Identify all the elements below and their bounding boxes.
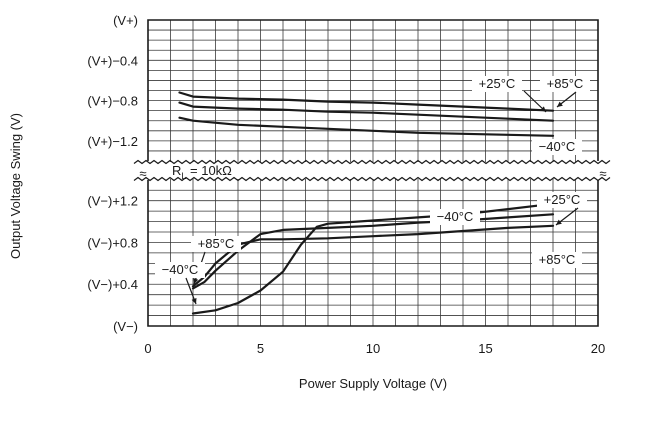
y-tick-labels: (V+) (V+)−0.4 (V+)−0.8 (V+)−1.2 (V−)+1.2 (V−)… [87,13,138,334]
x-tick-labels: 0 5 10 15 20 [144,341,605,356]
series-line-lower-plus85c [191,224,555,288]
y-tick-label: (V+) [113,13,138,28]
annotation-label: +25°C [479,76,516,91]
y-tick-label: (V+)−0.4 [87,53,138,68]
x-tick-label: 10 [366,341,380,356]
plot-frame [147,19,599,327]
y-tick-label: (V−) [113,319,138,334]
annotation-arrowhead [540,106,546,112]
annotation-label: +85°C [198,236,235,251]
break-wave [133,159,611,165]
y-tick-label: (V−)+0.4 [87,277,138,292]
annotation-label: −40°C [162,262,199,277]
annotation-bg [540,76,590,92]
annotation-bg [191,236,241,252]
series-line-upper-plus25c [178,101,555,122]
annotation-bg [472,76,522,92]
annotation-label: +25°C [544,192,581,207]
annotation-arrowhead [557,101,563,107]
condition-subscript: L [181,171,186,181]
series-line-upper-minus40c [178,116,555,137]
x-axis-title: Power Supply Voltage (V) [299,376,447,391]
break-gap [134,162,612,179]
y-tick-label: (V−)+0.8 [87,235,138,250]
load-condition-label: RL = 10kΩ [172,163,232,181]
y-tick-label: (V−)+1.2 [87,194,138,209]
annotation-label: −40°C [539,139,576,154]
annotation-bg [430,209,480,225]
series-annotations: +25°C +85°C −40°C +85°C −40°C −40°C +25°C +85°C [155,76,590,305]
x-tick-label: 20 [591,341,605,356]
annotation-label: +85°C [547,76,584,91]
y-tick-label: (V+)−1.2 [87,134,138,149]
annotation-label: +85°C [539,252,576,267]
series-line-upper-plus85c [178,91,555,112]
break-mark-right: ≈ [599,166,606,181]
annotation-bg [532,139,582,155]
annotation-bg [155,262,205,278]
series-lines [178,91,555,315]
y-axis-title: Output Voltage Swing (V) [8,113,23,259]
frame-lower [147,180,599,327]
x-tick-label: 15 [478,341,492,356]
annotation-arrowhead [556,219,562,225]
axis-break-band: ≈ ≈ [133,159,612,182]
x-tick-label: 0 [144,341,151,356]
x-tick-label: 5 [257,341,264,356]
condition-suffix: = 10kΩ [186,163,232,178]
annotation-bg [537,192,587,208]
break-wave [133,176,611,182]
break-mark-left: ≈ [139,166,146,181]
condition-prefix: R [172,163,181,178]
annotation-label: −40°C [437,209,474,224]
annotation-bg [532,252,582,268]
frame-upper [147,19,599,161]
annotation-arrowhead [193,278,199,284]
y-tick-label: (V+)−0.8 [87,94,138,109]
annotation-arrowhead [191,298,197,304]
